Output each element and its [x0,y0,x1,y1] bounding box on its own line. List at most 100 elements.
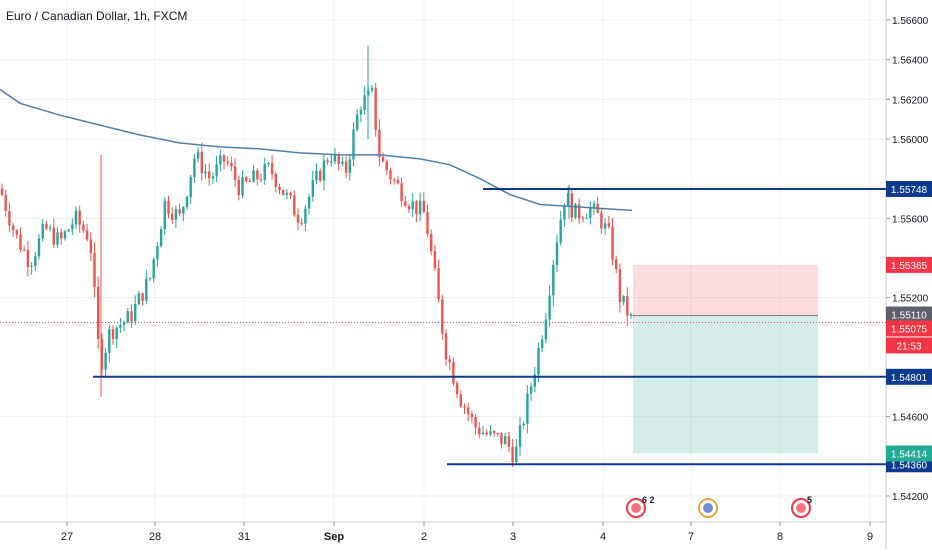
candle-body [474,417,477,428]
candle-body [270,163,274,175]
candle-body [82,224,85,231]
candle-body [352,129,355,160]
event-marker-icon[interactable]: 5 [791,495,812,518]
candle-body [563,205,566,220]
take-profit-zone [633,315,818,454]
candle-body [337,154,340,164]
event-markers[interactable]: 6 2 5 [626,495,812,518]
candle-body [126,311,129,323]
candle-body [267,163,270,165]
candle-body [548,295,551,320]
stop-loss-zone [633,264,818,316]
candle-body [455,383,459,395]
candle-body [389,170,392,180]
candle-body [97,286,100,339]
candle-body [444,333,448,360]
candle-body [182,207,185,214]
candle-body [485,432,488,435]
x-tick-label: 3 [510,531,516,543]
candle-body [71,224,74,230]
candle-body [592,203,596,208]
candle-body [578,204,581,219]
candle-body [378,129,381,158]
price-levels[interactable] [93,187,886,466]
y-tick-label: 1.56600 [892,16,929,27]
candle-body [300,222,303,224]
candle-body [415,201,418,215]
candle-body [319,170,322,181]
y-tick-label: 1.56400 [892,56,929,67]
event-marker-icon[interactable] [698,498,718,518]
candle-body [34,256,37,266]
candle-body [585,217,588,219]
candle-body [315,170,318,181]
position-tool[interactable] [0,264,886,454]
candle-body [478,427,481,435]
candle-body [56,232,59,245]
candle-body [489,431,492,435]
price-label-box [886,306,932,323]
candle-body [252,170,255,182]
candle-body [193,158,196,177]
candle-body [426,212,429,235]
event-marker-core [631,503,641,513]
candle-body [311,180,314,197]
candle-body [248,180,252,182]
y-tick-label: 1.54600 [892,413,929,424]
candle-body [185,196,189,208]
candle-body [282,190,285,195]
price-label-text: 1.55365 [891,261,928,272]
candle-body [515,446,518,463]
y-tick-label: 1.55200 [892,294,929,305]
candle-body [407,206,411,210]
candle-body [111,329,115,340]
candle-body [544,319,548,340]
candle-body [196,151,200,159]
candle-body [237,179,240,196]
event-marker-icon[interactable]: 6 2 [626,495,655,518]
candle-body [263,164,266,180]
candle-body [119,325,122,328]
candle-body [241,177,244,196]
candle-body [115,327,118,340]
candle-body [370,87,374,91]
candle-body [189,176,192,197]
candle-body [45,223,48,229]
candle-body [215,164,218,177]
event-marker-core [703,503,713,513]
candle-body [603,223,607,229]
candle-body [67,229,70,232]
candle-body [330,161,333,163]
candle-body [245,177,248,181]
x-tick-label: 9 [867,531,873,543]
moving-average [0,88,633,212]
candle-body [467,407,470,414]
candle-body [504,436,507,444]
candle-body [37,238,41,257]
candle-body [492,431,496,434]
price-label-text: 1.55748 [891,185,928,196]
candle-body [363,95,366,110]
price-label-text: 1.55075 [891,324,928,335]
candle-body [74,210,78,225]
candle-body [448,359,451,363]
candle-body [526,393,529,424]
candle-body [507,436,511,447]
countdown-text: 21:53 [896,341,921,352]
candle-body [589,207,592,218]
candle-body [23,249,26,251]
grid [0,0,887,550]
candle-body [156,246,159,260]
price-label-text: 1.54801 [891,373,928,384]
candle-body [222,155,226,162]
candle-body [356,114,359,130]
candle-body [570,193,573,218]
moving-average-line [0,88,633,212]
x-tick-label: 2 [421,531,427,543]
candle-body [4,194,7,211]
candle-body [178,209,181,214]
candle-body [137,293,141,305]
candle-body [93,253,96,287]
